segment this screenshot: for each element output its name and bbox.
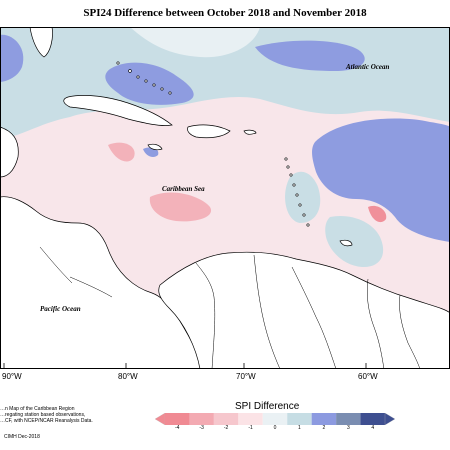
legend-swatch bbox=[213, 413, 239, 425]
light-band-top bbox=[130, 27, 260, 58]
blue-anomaly-atlantic-north bbox=[255, 40, 365, 71]
legend-tick-label: -2 bbox=[223, 425, 229, 431]
legend-tick-label: 0 bbox=[273, 425, 277, 431]
legend-swatch bbox=[165, 413, 190, 425]
blue-anomaly-west bbox=[0, 34, 24, 82]
legend-tick-label: -4 bbox=[174, 425, 180, 431]
source-note-line3: …CF, with NCEP/NCAR Reanalysis Data. bbox=[0, 418, 93, 424]
legend-tick-label: 3 bbox=[346, 425, 350, 431]
yucatan-land bbox=[0, 126, 19, 178]
south-america-land bbox=[158, 251, 450, 369]
legend-title: SPI Difference bbox=[235, 401, 300, 412]
caribbean-sea-label: Caribbean Sea bbox=[162, 185, 205, 193]
longitude-tick-90w: 90°W bbox=[2, 372, 22, 381]
pink-anomaly-caribbean-b bbox=[368, 205, 387, 223]
legend-swatch bbox=[336, 413, 361, 425]
legend-swatch bbox=[262, 413, 288, 425]
blue-anomaly-atlantic-east bbox=[312, 118, 450, 242]
map-title: SPI24 Difference between October 2018 an… bbox=[83, 7, 367, 19]
spi-difference-map: Atlantic Ocean Caribbean Sea Pacific Oce… bbox=[0, 27, 450, 369]
blue-anomaly-bahamas bbox=[105, 62, 194, 105]
legend-tick-label: 4 bbox=[371, 425, 375, 431]
source-note-line2: …regating station based observations, bbox=[0, 412, 86, 418]
pink-anomaly-caribbean-a bbox=[108, 142, 135, 162]
source-note-line1: …n Map of the Caribbean Region bbox=[0, 406, 75, 412]
legend-tick-label: 1 bbox=[298, 425, 301, 431]
legend-swatch bbox=[360, 413, 385, 425]
atlantic-ocean-label: Atlantic Ocean bbox=[345, 63, 389, 71]
longitude-tick-80w: 80°W bbox=[118, 372, 138, 381]
legend-swatches bbox=[165, 413, 385, 425]
longitude-tick-70w: 70°W bbox=[236, 372, 256, 381]
longitude-tick-60w: 60°W bbox=[358, 372, 378, 381]
hispaniola-land bbox=[187, 124, 231, 139]
pacific-ocean-label: Pacific Ocean bbox=[40, 305, 81, 313]
florida-land bbox=[29, 27, 53, 58]
legend-tick-label: -3 bbox=[199, 425, 204, 431]
legend-swatch bbox=[189, 413, 214, 425]
legend-tick-label: 2 bbox=[322, 425, 326, 431]
country-borders bbox=[39, 246, 421, 369]
light-blue-anomaly-lesser-antilles bbox=[325, 215, 384, 267]
trinidad-land bbox=[339, 239, 353, 247]
legend-tick-label: -1 bbox=[248, 425, 253, 431]
jamaica-land bbox=[147, 143, 163, 151]
cuba-land bbox=[63, 95, 173, 126]
bahamas-islands bbox=[116, 61, 172, 95]
puerto-rico-land bbox=[243, 129, 257, 135]
pink-anomaly-caribbean-c bbox=[149, 192, 212, 222]
legend-colorbar bbox=[155, 413, 395, 425]
legend-swatch bbox=[287, 413, 312, 425]
credit-note: CIMH Dec-2018 bbox=[4, 434, 40, 440]
legend-swatch bbox=[238, 413, 263, 425]
lesser-antilles-islands bbox=[284, 157, 310, 227]
legend-swatch bbox=[311, 413, 337, 425]
